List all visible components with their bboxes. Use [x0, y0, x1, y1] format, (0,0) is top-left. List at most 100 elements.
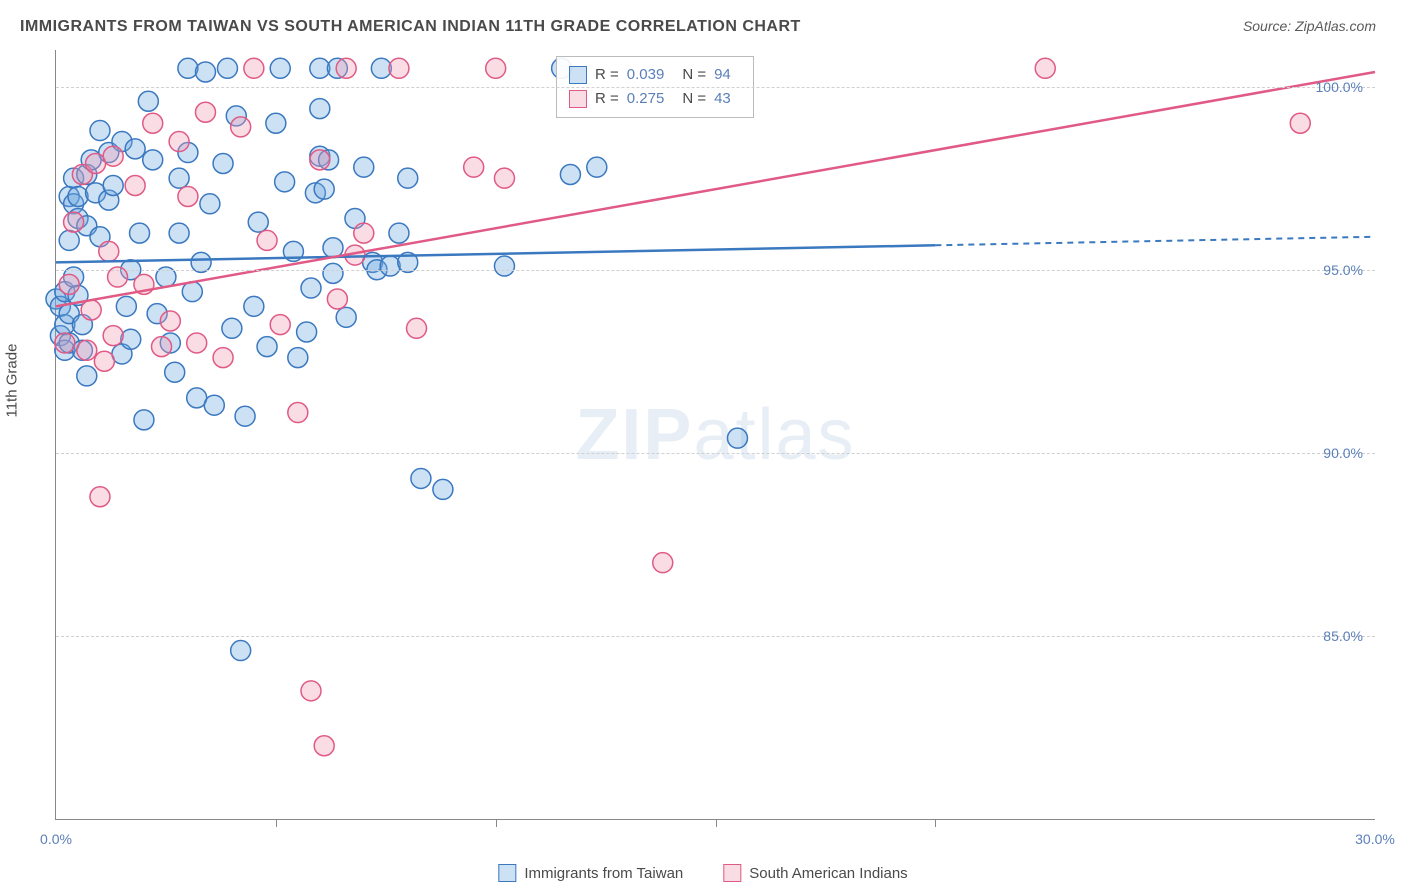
scatter-point [178, 186, 198, 206]
scatter-point [494, 256, 514, 276]
scatter-point [125, 175, 145, 195]
scatter-point [288, 348, 308, 368]
scatter-point [494, 168, 514, 188]
scatter-point [68, 186, 88, 206]
scatter-point [310, 150, 330, 170]
scatter-point [187, 333, 207, 353]
scatter-point [389, 58, 409, 78]
scatter-point [94, 351, 114, 371]
scatter-point [486, 58, 506, 78]
scatter-point [354, 223, 374, 243]
scatter-point [138, 91, 158, 111]
scatter-point [204, 395, 224, 415]
chart-title: IMMIGRANTS FROM TAIWAN VS SOUTH AMERICAN… [20, 18, 801, 36]
scatter-point [90, 121, 110, 141]
scatter-point [389, 223, 409, 243]
swatch-icon [569, 90, 587, 108]
y-tick-label: 90.0% [1323, 445, 1363, 461]
swatch-icon [498, 864, 516, 882]
scatter-point [244, 296, 264, 316]
scatter-point [103, 146, 123, 166]
scatter-point [195, 62, 215, 82]
scatter-point [336, 58, 356, 78]
scatter-point [169, 223, 189, 243]
scatter-point [270, 315, 290, 335]
scatter-point [727, 428, 747, 448]
scatter-svg [56, 50, 1375, 819]
scatter-point [143, 150, 163, 170]
scatter-point [398, 168, 418, 188]
scatter-point [587, 157, 607, 177]
scatter-point [217, 58, 237, 78]
scatter-point [222, 318, 242, 338]
scatter-point [301, 278, 321, 298]
scatter-point [288, 403, 308, 423]
x-tick [276, 819, 277, 827]
scatter-point [327, 289, 347, 309]
scatter-point [59, 230, 79, 250]
x-tick-label: 30.0% [1355, 831, 1395, 847]
stats-row-sai: R = 0.275 N = 43 [569, 87, 741, 111]
scatter-point [231, 117, 251, 137]
scatter-point [323, 263, 343, 283]
scatter-point [103, 175, 123, 195]
scatter-point [81, 300, 101, 320]
scatter-point [464, 157, 484, 177]
scatter-point [275, 172, 295, 192]
legend-item-taiwan: Immigrants from Taiwan [498, 864, 683, 882]
scatter-point [160, 311, 180, 331]
scatter-point [116, 296, 136, 316]
gridline [56, 270, 1375, 271]
scatter-point [653, 553, 673, 573]
x-tick-label: 0.0% [40, 831, 72, 847]
scatter-point [195, 102, 215, 122]
scatter-point [1035, 58, 1055, 78]
scatter-point [310, 99, 330, 119]
scatter-point [99, 241, 119, 261]
scatter-point [433, 479, 453, 499]
scatter-point [143, 113, 163, 133]
gridline [56, 636, 1375, 637]
scatter-point [270, 58, 290, 78]
gridline [56, 453, 1375, 454]
scatter-point [407, 318, 427, 338]
legend-item-sai: South American Indians [723, 864, 907, 882]
x-tick [716, 819, 717, 827]
scatter-point [152, 337, 172, 357]
scatter-point [169, 132, 189, 152]
y-tick-label: 95.0% [1323, 262, 1363, 278]
x-tick [935, 819, 936, 827]
scatter-point [169, 168, 189, 188]
scatter-point [1290, 113, 1310, 133]
scatter-point [235, 406, 255, 426]
scatter-point [134, 410, 154, 430]
scatter-point [178, 58, 198, 78]
swatch-icon [569, 66, 587, 84]
y-tick-label: 100.0% [1316, 79, 1363, 95]
scatter-point [380, 256, 400, 276]
scatter-point [244, 58, 264, 78]
bottom-legend: Immigrants from Taiwan South American In… [498, 864, 907, 882]
scatter-point [336, 307, 356, 327]
scatter-point [130, 223, 150, 243]
x-tick [496, 819, 497, 827]
scatter-point [59, 274, 79, 294]
plot-area: ZIPatlas R = 0.039 N = 94 R = 0.275 N = … [55, 50, 1375, 820]
scatter-point [266, 113, 286, 133]
scatter-point [213, 154, 233, 174]
scatter-point [314, 179, 334, 199]
scatter-point [182, 282, 202, 302]
y-tick-label: 85.0% [1323, 628, 1363, 644]
scatter-point [257, 230, 277, 250]
scatter-point [297, 322, 317, 342]
scatter-point [90, 487, 110, 507]
swatch-icon [723, 864, 741, 882]
scatter-point [257, 337, 277, 357]
gridline [56, 87, 1375, 88]
scatter-point [200, 194, 220, 214]
scatter-point [248, 212, 268, 232]
scatter-point [411, 468, 431, 488]
scatter-point [64, 212, 84, 232]
scatter-point [165, 362, 185, 382]
scatter-point [121, 329, 141, 349]
